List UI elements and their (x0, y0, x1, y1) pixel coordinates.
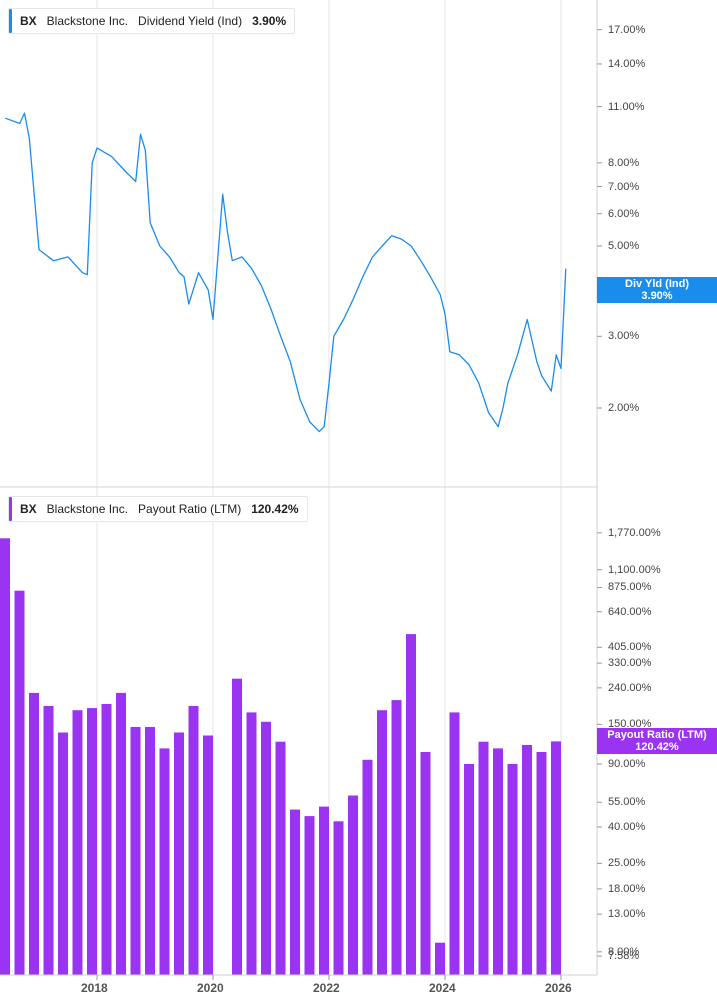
top-y-tick-label: 14.00% (608, 57, 646, 70)
payout-bar-2025Q1 (507, 764, 518, 975)
payout-bar-2019Q4 (203, 735, 213, 975)
x-tick-label: 2026 (545, 981, 572, 995)
bottom-y-tick-label: 90.00% (608, 758, 646, 770)
bottom-legend-value: 120.42% (251, 502, 299, 516)
bottom-y-tick-label: 405.00% (608, 641, 652, 654)
x-tick-label: 2024 (429, 981, 456, 995)
payout-bar-2022Q1 (333, 821, 344, 975)
bottom-y-tick-label: 55.00% (608, 796, 646, 809)
bottom-y-tick-label: 13.00% (608, 908, 646, 921)
top-legend-ticker: BX (20, 14, 37, 28)
bottom-legend-metric: Payout Ratio (LTM) (138, 502, 242, 516)
payout-bar-2025Q4 (551, 741, 561, 975)
payout-bar-2020Q3 (246, 712, 257, 975)
payout-value-tag: Payout Ratio (LTM) 120.42% (597, 728, 717, 755)
yield-tag-value: 3.90% (641, 289, 673, 302)
x-tick-label: 2020 (197, 981, 224, 995)
payout-bar-2018Q2 (116, 692, 126, 975)
payout-tag-value: 120.42% (635, 741, 679, 754)
top-y-tick-label: 17.00% (608, 23, 646, 36)
top-legend-value: 3.90% (252, 14, 287, 28)
yield-series-color-swatch (9, 9, 12, 33)
top-y-tick-label: 6.00% (608, 207, 640, 220)
bottom-y-tick-label: 8.00% (608, 945, 640, 958)
payout-bar-2021Q1 (275, 741, 286, 975)
payout-bar-2024Q3 (478, 741, 489, 975)
bottom-y-tick-label: 25.00% (608, 857, 646, 870)
payout-bar-2017Q4 (87, 708, 97, 975)
payout-bar-2024Q4 (493, 748, 503, 975)
payout-bar-2022Q4 (377, 710, 387, 975)
top-y-tick-label: 2.00% (608, 402, 640, 414)
payout-bar-2017Q2 (58, 732, 68, 975)
payout-bar-2021Q4 (319, 806, 329, 975)
top-legend-metric: Dividend Yield (Ind) (138, 14, 243, 28)
dividend-yield-line (4, 112, 567, 433)
yield-tag-label: Div Yld (Ind) (625, 277, 689, 290)
payout-bar-2020Q4 (261, 721, 271, 975)
bottom-y-tick-label: 40.00% (608, 820, 646, 833)
bottom-y-tick-label: 640.00% (608, 605, 652, 618)
payout-bar-2023Q3 (420, 752, 431, 975)
payout-bar-2017Q3 (72, 710, 83, 975)
x-tick-label: 2022 (313, 981, 340, 995)
payout-bar-2025Q2 (522, 745, 532, 975)
payout-bar-2022Q3 (362, 759, 373, 975)
x-tick-label: 2018 (81, 981, 108, 995)
payout-bar-2016Q4 (29, 692, 39, 975)
payout-bar-2024Q2 (464, 764, 474, 975)
payout-bar-2022Q2 (348, 795, 358, 975)
payout-bar-2021Q3 (304, 816, 315, 975)
bottom-y-tick-label: 330.00% (608, 657, 652, 670)
top-y-tick-label: 11.00% (608, 100, 645, 113)
payout-bar-2023Q1 (391, 700, 402, 975)
bottom-y-tick-label: 875.00% (608, 581, 652, 594)
payout-bar-2018Q4 (145, 727, 155, 975)
payout-bar-2018Q1 (101, 704, 112, 975)
payout-series-color-swatch (9, 497, 12, 521)
payout-bar-2017Q1 (43, 706, 54, 975)
payout-bar-2025Q3 (536, 752, 547, 975)
payout-bar-2021Q2 (290, 809, 300, 975)
payout-bar-2019Q1 (159, 748, 170, 975)
bottom-y-tick-label: 240.00% (608, 681, 652, 694)
top-legend-company: Blackstone Inc. (46, 14, 129, 28)
payout-tag-label: Payout Ratio (LTM) (607, 729, 707, 742)
bottom-y-tick-label: 18.00% (608, 882, 646, 895)
bottom-legend[interactable]: BX Blackstone Inc. Payout Ratio (LTM) 12… (8, 496, 308, 522)
bottom-legend-ticker: BX (20, 502, 37, 516)
payout-bar-2019Q3 (188, 706, 199, 975)
payout-bar-2019Q2 (174, 732, 184, 975)
payout-bar-2016Q3 (14, 590, 25, 975)
yield-value-tag: Div Yld (Ind) 3.90% (597, 276, 717, 303)
payout-bar-2023Q2 (406, 634, 416, 975)
top-y-tick-label: 3.00% (608, 330, 640, 343)
payout-bar-2020Q2 (232, 678, 242, 975)
bottom-y-tick-label: 150.00% (608, 718, 652, 731)
top-y-tick-label: 5.00% (608, 239, 640, 252)
bottom-legend-company: Blackstone Inc. (46, 502, 129, 516)
payout-bar-2018Q3 (130, 727, 141, 975)
payout-bar-2023Q4 (435, 942, 445, 975)
bottom-y-tick-label: 1,100.00% (608, 563, 661, 576)
top-legend[interactable]: BX Blackstone Inc. Dividend Yield (Ind) … (8, 8, 296, 34)
payout-bar-2024Q1 (449, 712, 460, 975)
payout-bar-2016Q2 (0, 538, 10, 975)
top-y-tick-label: 7.00% (608, 180, 640, 193)
top-y-tick-label: 8.00% (608, 156, 640, 169)
bottom-y-tick-label: 7.58% (608, 950, 640, 963)
bottom-y-tick-label: 1,770.00% (608, 526, 661, 539)
